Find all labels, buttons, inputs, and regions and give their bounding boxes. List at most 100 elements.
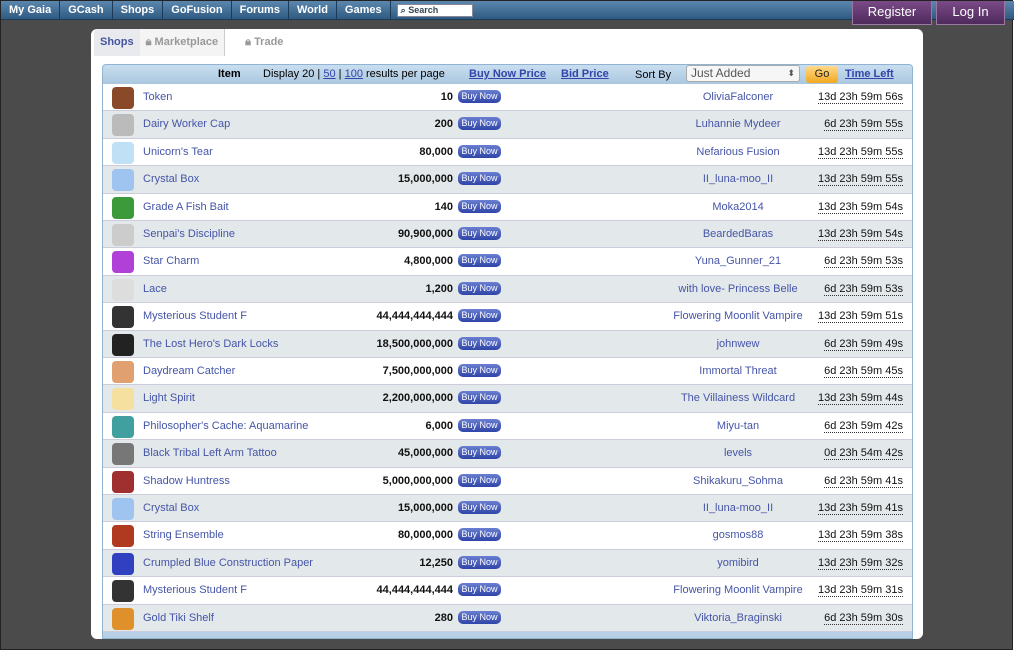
buy-now-button[interactable]: Buy Now [458,144,501,158]
search-input[interactable]: ⌕ Search [396,4,473,17]
item-icon[interactable] [112,196,134,219]
buy-now-button[interactable]: Buy Now [458,583,501,597]
item-name-link[interactable]: Star Charm [143,255,200,268]
item-icon[interactable] [112,470,134,493]
item-name-link[interactable]: Black Tribal Left Arm Tattoo [143,447,277,460]
buy-now-button[interactable]: Buy Now [458,473,501,487]
seller-link[interactable]: Shikakuru_Sohma [693,474,783,487]
nav-gofusion[interactable]: GoFusion [163,1,232,20]
item-icon[interactable] [112,114,134,137]
item-name-link[interactable]: Mysterious Student F [143,310,247,323]
item-name-link[interactable]: Crystal Box [143,173,200,186]
item-name-link[interactable]: Mysterious Student F [143,584,247,597]
seller-link[interactable]: Flowering Moonlit Vampire [673,584,803,597]
item-name-link[interactable]: Crumpled Blue Construction Paper [143,556,313,569]
item-name-link[interactable]: Token [143,91,173,103]
seller-link[interactable]: The Villainess Wildcard [680,392,796,405]
seller-link[interactable]: gosmos88 [712,529,764,542]
item-name-link[interactable]: String Ensemble [143,529,224,542]
item-name-link[interactable]: Light Spirit [143,392,195,405]
item-icon[interactable] [112,306,134,329]
seller-link[interactable]: Yuna_Gunner_21 [694,255,782,268]
buy-now-button[interactable]: Buy Now [458,501,501,514]
item-icon[interactable] [112,251,134,274]
buy-now-button[interactable]: Buy Now [458,254,501,268]
buy-now-button[interactable]: Buy Now [458,227,501,240]
item-icon[interactable] [112,388,134,411]
go-button[interactable]: Go [806,66,838,83]
seller-link[interactable]: levels [723,447,753,460]
seller-link[interactable]: yomibird [717,556,759,569]
buy-now-button[interactable]: Buy Now [458,528,501,542]
item-name-link[interactable]: Grade A Fish Bait [143,200,229,213]
login-button[interactable]: Log In [936,1,1005,25]
item-icon[interactable] [112,552,134,575]
buy-now-button[interactable]: Buy Now [458,418,501,432]
item-icon[interactable] [112,580,134,603]
nav-forums[interactable]: Forums [232,1,289,20]
seller-link[interactable]: II_luna-moo_II [702,173,774,186]
display-50-link[interactable]: 50 [323,68,336,80]
display-100-link[interactable]: 100 [344,68,363,80]
item-icon[interactable] [112,87,134,109]
item-icon[interactable] [112,525,134,548]
buy-now-button[interactable]: Buy Now [458,172,501,186]
buy-now-button[interactable]: Buy Now [458,90,501,103]
seller-link[interactable]: OliviaFalconer [702,91,774,103]
seller-link[interactable]: Nefarious Fusion [696,145,780,158]
nav-games[interactable]: Games [337,1,391,20]
sort-select[interactable]: Just Added ⬍ [686,65,800,82]
item-name-link[interactable]: Dairy Worker Cap [143,118,231,131]
item-icon[interactable] [112,333,134,356]
item-icon[interactable] [112,169,134,192]
seller-link[interactable]: Miyu-tan [716,419,760,432]
register-button[interactable]: Register [852,1,932,25]
header-bid-price[interactable]: Bid Price [561,68,609,80]
header-buy-now-price[interactable]: Buy Now Price [469,68,547,80]
nav-world[interactable]: World [289,1,337,20]
item-name-link[interactable]: Lace [143,282,167,295]
item-icon[interactable] [112,224,134,246]
item-icon[interactable] [112,278,134,301]
buy-now-button[interactable]: Buy Now [458,199,501,213]
seller-link[interactable]: Immortal Threat [699,365,777,377]
seller-link[interactable]: Moka2014 [712,200,764,213]
item-icon[interactable] [112,141,134,164]
seller-link[interactable]: johnwew [716,337,760,350]
item-icon[interactable] [112,607,134,630]
item-name-link[interactable]: Senpai's Discipline [143,228,235,240]
nav-shops[interactable]: Shops [113,1,164,20]
item-icon[interactable] [112,443,134,466]
seller-link[interactable]: with love- Princess Belle [678,282,798,295]
item-name-link[interactable]: Crystal Box [143,502,200,514]
item-name-link[interactable]: Unicorn's Tear [143,145,213,158]
buy-now-button[interactable]: Buy Now [458,446,501,460]
item-name-link[interactable]: Gold Tiki Shelf [143,611,214,624]
buy-now-button[interactable]: Buy Now [458,309,501,323]
buy-now-button[interactable]: Buy Now [458,364,501,377]
item-name-link[interactable]: The Lost Hero's Dark Locks [143,337,279,350]
item-icon[interactable] [112,498,134,520]
seller-link[interactable]: Viktoria_Braginski [694,611,782,624]
seller-link[interactable]: BeardedBaras [702,228,774,240]
nav-gcash[interactable]: GCash [60,1,113,20]
header-time-left[interactable]: Time Left [845,68,894,80]
item-name-link[interactable]: Shadow Huntress [143,474,230,487]
seller-link[interactable]: Flowering Moonlit Vampire [673,310,803,323]
item-icon[interactable] [112,361,134,383]
item-name-link[interactable]: Daydream Catcher [143,365,236,377]
buy-now-button[interactable]: Buy Now [458,610,501,624]
item-icon[interactable] [112,415,134,438]
item-name-link[interactable]: Philosopher's Cache: Aquamarine [143,419,309,432]
tab-trade[interactable]: 🔒︎ Trade [239,29,289,56]
seller-link[interactable]: II_luna-moo_II [702,502,774,514]
tab-marketplace[interactable]: 🔒︎ Marketplace [139,29,226,56]
buy-now-button[interactable]: Buy Now [458,336,501,350]
buy-now-button[interactable]: Buy Now [458,391,501,405]
seller-link[interactable]: Luhannie Mydeer [695,118,781,131]
buy-now-button[interactable]: Buy Now [458,117,501,131]
nav-my-gaia[interactable]: My Gaia [1,1,61,20]
buy-now-button[interactable]: Buy Now [458,555,501,569]
tab-shops[interactable]: Shops [94,29,140,56]
buy-now-button[interactable]: Buy Now [458,281,501,295]
